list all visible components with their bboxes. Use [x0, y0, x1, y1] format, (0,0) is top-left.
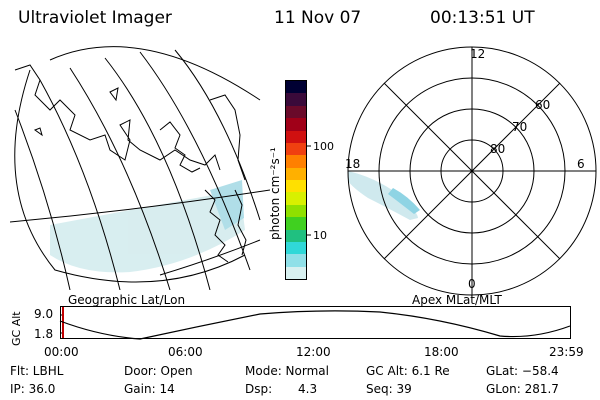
colorbar-segment: [286, 81, 306, 94]
polar-plot: [347, 46, 597, 296]
colorbar-segment: [286, 217, 306, 230]
gain-status: Gain: 14: [124, 382, 175, 396]
lat-label-80: 80: [490, 142, 506, 156]
seq-status: Seq: 39: [366, 382, 412, 396]
lat-label-60: 60: [535, 98, 551, 112]
polar-aurora: [348, 171, 420, 220]
mlt-label-18: 18: [345, 157, 361, 171]
colorbar-segment: [286, 204, 306, 218]
apex-caption: Apex MLat/MLT: [412, 293, 502, 307]
colorbar-segment: [286, 118, 306, 131]
alt-xtick-0: 00:00: [44, 345, 79, 359]
colorbar-segment: [286, 155, 306, 168]
colorbar-tick-100: 100: [313, 140, 334, 153]
colorbar-label: photon cm⁻²s⁻¹: [268, 147, 282, 240]
ip-status: IP: 36.0: [10, 382, 56, 396]
time-label: 00:13:51 UT: [430, 8, 535, 28]
colorbar-segment: [286, 167, 306, 180]
geographic-map: [10, 46, 270, 290]
date-label: 11 Nov 07: [274, 8, 362, 28]
colorbar-tick-10: 10: [313, 229, 327, 242]
colorbar: [285, 80, 307, 280]
glon-status: GLon: 281.7: [486, 382, 559, 396]
geographic-caption: Geographic Lat/Lon: [68, 293, 186, 307]
door-status: Door: Open: [124, 364, 193, 378]
colorbar-segment: [286, 180, 306, 193]
colorbar-segment: [286, 105, 306, 119]
mlt-label-0: 0: [468, 277, 476, 291]
glat-status: GLat: −58.4: [486, 364, 559, 378]
colorbar-segment: [286, 254, 306, 267]
alt-xtick-4: 23:59: [549, 345, 584, 359]
filter-status: Flt: LBHL: [10, 364, 64, 378]
colorbar-segment: [286, 192, 306, 205]
colorbar-segment: [286, 266, 306, 279]
mlt-label-6: 6: [577, 157, 585, 171]
aurora-haze: [50, 180, 245, 273]
alt-ylabel: GC Alt: [10, 311, 23, 346]
gc-alt-status: GC Alt: 6.1 Re: [366, 364, 450, 378]
alt-xtick-3: 18:00: [424, 345, 459, 359]
altitude-track-plot: [59, 306, 571, 340]
colorbar-segment: [286, 241, 306, 255]
mode-status: Mode: Normal: [245, 364, 329, 378]
colorbar-segment: [286, 93, 306, 106]
instrument-title: Ultraviolet Imager: [18, 8, 172, 28]
alt-xtick-2: 12:00: [296, 345, 331, 359]
colorbar-ticks: [306, 145, 311, 236]
alt-xtick-1: 06:00: [168, 345, 203, 359]
colorbar-segment: [286, 130, 306, 143]
alt-ytick-high: 9.0: [34, 307, 54, 321]
lat-label-70: 70: [512, 120, 528, 134]
colorbar-segment: [286, 142, 306, 156]
altitude-curve: [59, 310, 571, 340]
alt-ytick-low: 1.8: [34, 327, 54, 341]
dsp-value: 4.3: [298, 382, 318, 396]
colorbar-segment: [286, 229, 306, 242]
dsp-label: Dsp:: [245, 382, 273, 396]
mlt-label-12: 12: [470, 47, 486, 61]
